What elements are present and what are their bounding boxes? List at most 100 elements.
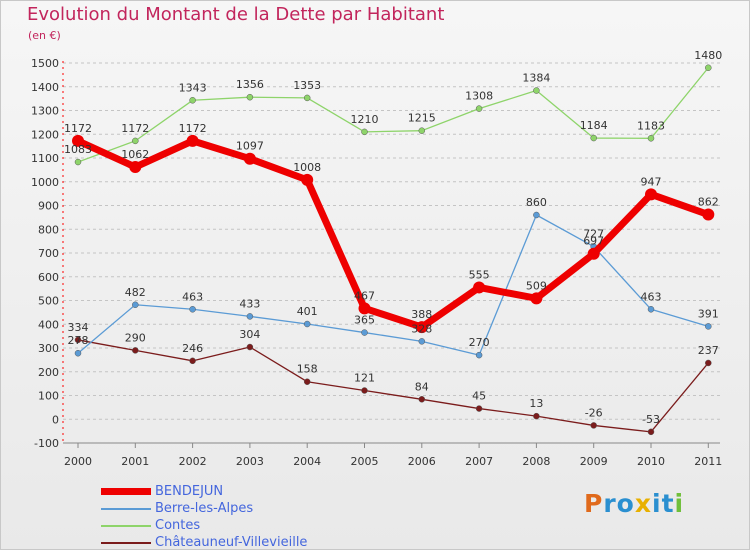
data-point <box>132 301 139 309</box>
data-point <box>74 349 82 357</box>
data-point <box>243 152 256 165</box>
y-tick-label: 0 <box>52 413 59 426</box>
data-label: 45 <box>472 390 486 403</box>
logo-letter: P <box>584 489 604 518</box>
data-label: 365 <box>354 314 375 327</box>
data-point <box>645 188 657 201</box>
x-tick-label: 2010 <box>637 455 665 468</box>
data-label: 697 <box>583 235 604 248</box>
data-label: 304 <box>239 328 260 341</box>
data-label: 509 <box>526 279 547 292</box>
x-tick-label: 2008 <box>522 455 550 468</box>
data-point <box>186 134 199 147</box>
y-tick-label: 700 <box>38 247 59 260</box>
data-label: 1215 <box>408 112 436 125</box>
series-line <box>77 339 709 433</box>
data-label: 270 <box>469 336 490 349</box>
x-tick-label: 2001 <box>121 455 149 468</box>
y-tick-label: 600 <box>38 271 59 284</box>
series-line <box>77 214 709 356</box>
legend-item: Berre-les-Alpes <box>101 500 307 517</box>
data-point <box>189 357 196 365</box>
data-point <box>705 64 712 71</box>
y-tick-label: 800 <box>38 223 59 236</box>
data-label: 463 <box>641 290 662 303</box>
data-point <box>705 323 712 330</box>
data-label: 246 <box>182 342 203 355</box>
data-label: 463 <box>182 290 203 303</box>
data-point <box>590 422 597 429</box>
x-tick-label: 2002 <box>179 455 207 468</box>
data-label: 727 <box>583 228 604 241</box>
legend-label: Châteauneuf-Villevieille <box>155 535 308 550</box>
data-label: 237 <box>698 344 719 357</box>
data-label: 13 <box>529 397 543 410</box>
data-point <box>361 387 368 394</box>
data-label: 158 <box>297 363 318 376</box>
logo-letter: r <box>603 489 617 518</box>
logo-letter: o <box>616 489 635 518</box>
data-point <box>361 329 368 336</box>
y-tick-label: 300 <box>38 342 59 355</box>
data-label: 555 <box>469 268 490 281</box>
data-point <box>475 405 483 412</box>
data-label: 121 <box>354 372 375 385</box>
legend-label: BENDEJUN <box>155 484 224 499</box>
data-label: 388 <box>411 308 432 321</box>
data-label: 401 <box>297 305 318 318</box>
x-tick-label: 2009 <box>580 455 608 468</box>
data-point <box>418 338 426 345</box>
data-point <box>475 105 483 112</box>
data-label: 1353 <box>293 79 321 92</box>
y-tick-label: 1000 <box>31 176 59 189</box>
data-label: 1343 <box>179 81 207 94</box>
chart-title: Evolution du Montant de la Dette par Hab… <box>27 4 445 25</box>
data-label: 1356 <box>236 78 264 91</box>
data-label: 1384 <box>522 72 550 85</box>
data-label: 1172 <box>121 122 149 135</box>
data-label: 1062 <box>121 148 149 161</box>
data-label: 1172 <box>179 122 207 135</box>
data-label: 860 <box>526 196 547 209</box>
data-point <box>361 128 368 136</box>
data-point <box>72 134 84 147</box>
legend-label: Berre-les-Alpes <box>155 501 254 516</box>
data-point <box>533 412 540 420</box>
data-point <box>530 292 543 305</box>
logo-letter: i <box>674 489 685 518</box>
data-label: 862 <box>698 196 719 209</box>
data-point <box>418 127 426 134</box>
y-tick-label: -100 <box>34 437 59 450</box>
legend-item: Contes <box>101 517 307 534</box>
data-label: 84 <box>415 380 429 393</box>
data-point <box>301 173 314 186</box>
logo-letter: i <box>652 489 662 518</box>
y-tick-label: 1100 <box>31 152 59 165</box>
x-tick-label: 2007 <box>465 455 493 468</box>
data-point <box>415 321 428 334</box>
data-label: 947 <box>641 175 662 188</box>
data-point <box>702 208 715 221</box>
data-label: -53 <box>642 413 660 426</box>
data-label: 482 <box>125 286 146 299</box>
data-label: 334 <box>68 321 89 334</box>
legend: BENDEJUN Berre-les-Alpes Contes Châteauneuf… <box>101 483 307 551</box>
data-point <box>475 351 483 359</box>
data-label: 1210 <box>351 113 379 126</box>
data-point <box>647 135 655 142</box>
data-point <box>303 94 311 102</box>
data-label: 1184 <box>580 119 608 132</box>
data-point <box>129 161 142 174</box>
data-label: 1097 <box>236 140 264 153</box>
data-point <box>74 336 82 344</box>
data-label: 1008 <box>293 161 321 174</box>
series-line <box>76 137 710 331</box>
data-point <box>473 281 486 294</box>
data-label: 1172 <box>64 122 92 135</box>
data-point <box>74 158 82 166</box>
data-point <box>587 247 600 260</box>
y-tick-label: 400 <box>38 318 59 331</box>
logo-letter: x <box>634 489 652 518</box>
